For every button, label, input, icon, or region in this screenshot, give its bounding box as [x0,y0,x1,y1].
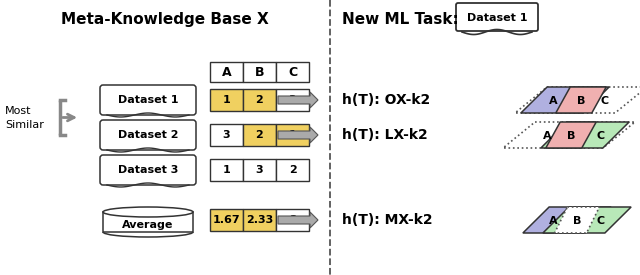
Polygon shape [543,207,631,233]
Text: Most: Most [5,106,31,116]
Text: 1: 1 [223,95,230,105]
Text: New ML Task:: New ML Task: [342,12,459,27]
Polygon shape [515,87,640,113]
Bar [243,62,276,82]
Polygon shape [546,122,596,148]
Bar [210,159,243,181]
Text: 2: 2 [255,95,264,105]
Polygon shape [278,127,318,143]
Text: 1.67: 1.67 [212,215,240,225]
Polygon shape [556,87,606,113]
Bar [276,159,309,181]
Bar [243,159,276,181]
Text: 2: 2 [289,215,296,225]
FancyBboxPatch shape [456,3,538,31]
Text: A: A [548,96,557,106]
Text: 3: 3 [256,165,263,175]
Bar [276,124,309,146]
Text: B: B [567,131,575,141]
Polygon shape [541,122,629,148]
Text: h(T): LX-k2: h(T): LX-k2 [342,128,428,142]
FancyBboxPatch shape [100,85,196,115]
Bar [276,89,309,111]
Bar [103,212,193,232]
Text: Similar: Similar [5,120,44,130]
Ellipse shape [103,207,193,217]
Text: Dataset 1: Dataset 1 [467,13,527,23]
Bar [210,89,243,111]
Text: Dataset 3: Dataset 3 [118,165,178,175]
Bar [243,124,276,146]
Polygon shape [278,92,318,108]
Text: A: A [221,65,231,78]
Text: 2.33: 2.33 [246,215,273,225]
Bar [243,209,276,231]
Text: C: C [601,96,609,106]
Text: C: C [597,216,605,226]
Polygon shape [555,207,600,233]
Text: B: B [255,65,264,78]
Text: 3: 3 [223,130,230,140]
Polygon shape [503,122,635,148]
Bar [276,209,309,231]
Bar [243,89,276,111]
Text: Dataset 1: Dataset 1 [118,95,179,105]
Text: h(T): OX-k2: h(T): OX-k2 [342,93,430,107]
FancyBboxPatch shape [100,120,196,150]
Text: C: C [597,131,605,141]
Polygon shape [278,212,318,228]
Bar [276,62,309,82]
Text: h(T): MX-k2: h(T): MX-k2 [342,213,433,227]
Text: A: A [543,131,551,141]
FancyBboxPatch shape [100,155,196,185]
Bar [210,124,243,146]
Bar [210,62,243,82]
Text: 3: 3 [289,95,296,105]
Polygon shape [521,87,609,113]
Text: A: A [548,216,557,226]
Text: 1: 1 [289,130,296,140]
Text: B: B [573,216,581,226]
Text: 2: 2 [255,130,264,140]
Text: Meta-Knowledge Base X: Meta-Knowledge Base X [61,12,269,27]
Text: 2: 2 [289,165,296,175]
Text: 1: 1 [223,165,230,175]
Text: C: C [288,65,297,78]
Bar [210,209,243,231]
Text: Dataset 2: Dataset 2 [118,130,179,140]
Text: Average: Average [122,220,173,230]
Text: B: B [577,96,585,106]
Polygon shape [523,207,611,233]
